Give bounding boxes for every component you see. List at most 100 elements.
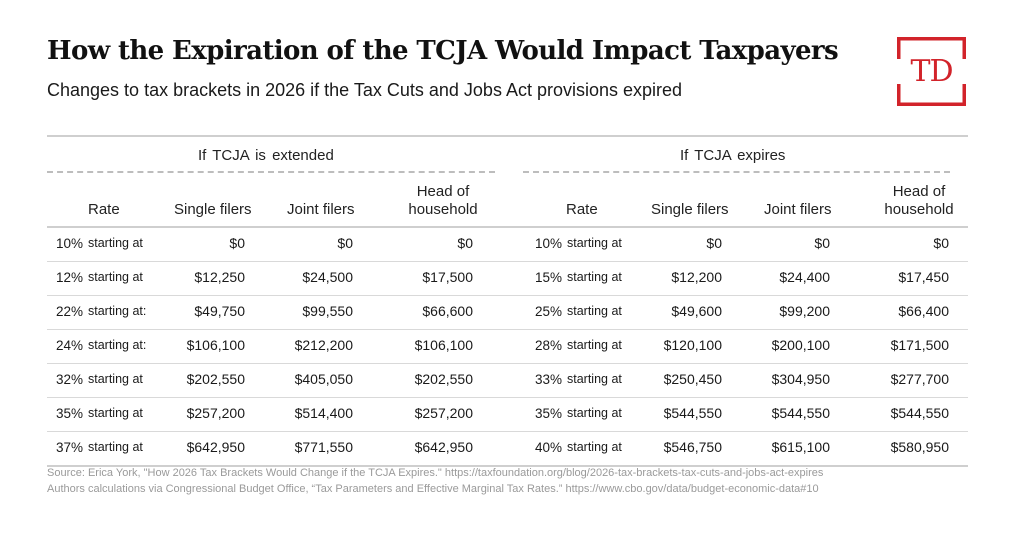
header-joint-expires: Joint filers [764, 201, 832, 218]
cell-single-expires: $250,450 [663, 371, 722, 387]
cell-single-extended: $106,100 [186, 337, 245, 353]
cell-head-expires: $0 [933, 235, 949, 251]
header-rule [47, 226, 968, 228]
logo-frame-icon [897, 37, 966, 106]
header-rate-expires: Rate [566, 201, 598, 218]
group-divider-expires [523, 171, 950, 173]
cell-head-extended: $106,100 [414, 337, 473, 353]
cell-joint-expires: $24,400 [779, 269, 830, 285]
table-top-rule [47, 135, 968, 137]
cell-rate-expires: 28% [534, 338, 562, 353]
cell-single-extended: $0 [229, 235, 245, 251]
cell-joint-extended: $0 [337, 235, 353, 251]
header-head-expires: Head of household [882, 183, 956, 219]
cell-rate-expires: 10% [534, 236, 562, 251]
cell-joint-expires: $304,950 [771, 371, 830, 387]
cell-single-expires: $546,750 [663, 439, 722, 455]
header-single-expires: Single filers [651, 201, 729, 218]
cell-joint-expires: $0 [814, 235, 830, 251]
group-label-expires: If TCJA expires [680, 147, 786, 164]
cell-rate-expires: 40% [534, 440, 562, 455]
cell-joint-extended: $405,050 [294, 371, 353, 387]
cell-head-extended: $257,200 [414, 405, 473, 421]
cell-head-expires: $17,450 [898, 269, 949, 285]
cell-single-extended: $49,750 [194, 303, 245, 319]
cell-head-expires: $171,500 [890, 337, 949, 353]
table-row: 24% starting at: $106,100 $212,200 $106,100 2… [47, 330, 968, 364]
cell-single-extended: $257,200 [186, 405, 245, 421]
header-head-line1: Head of [892, 183, 946, 200]
page-title: How the Expiration of the TCJA Would Imp… [47, 36, 839, 66]
cell-rate-extended: 37% [55, 440, 83, 455]
table-row: 22% starting at: $49,750 $99,550 $66,600 25% s… [47, 296, 968, 330]
cell-single-extended: $642,950 [186, 439, 245, 455]
cell-rate-expires: 15% [534, 270, 562, 285]
cell-starting-at-extended: starting at [88, 270, 143, 284]
cell-joint-extended: $771,550 [294, 439, 353, 455]
cell-rate-extended: 32% [55, 372, 83, 387]
cell-joint-expires: $544,550 [771, 405, 830, 421]
cell-single-expires: $49,600 [671, 303, 722, 319]
cell-starting-at-expires: starting at [567, 372, 622, 386]
cell-starting-at-extended: starting at: [88, 338, 147, 352]
group-divider-extended [47, 171, 495, 173]
header-head-line2: household [408, 201, 478, 218]
source-line-1: Source: Erica York, "How 2026 Tax Bracke… [47, 467, 824, 479]
cell-joint-expires: $99,200 [779, 303, 830, 319]
cell-head-extended: $0 [457, 235, 473, 251]
table-row: 37% starting at $642,950 $771,550 $642,950 40… [47, 432, 968, 467]
cell-starting-at-expires: starting at [567, 304, 622, 318]
cell-single-extended: $202,550 [186, 371, 245, 387]
page-subtitle: Changes to tax brackets in 2026 if the T… [47, 80, 683, 100]
cell-single-expires: $544,550 [663, 405, 722, 421]
cell-head-extended: $642,950 [414, 439, 473, 455]
cell-starting-at-extended: starting at [88, 372, 143, 386]
cell-starting-at-extended: starting at: [88, 304, 147, 318]
cell-head-extended: $17,500 [422, 269, 473, 285]
table-row: 12% starting at $12,250 $24,500 $17,500 15% st… [47, 262, 968, 296]
cell-single-expires: $0 [706, 235, 722, 251]
group-label-extended: If TCJA is extended [198, 147, 334, 164]
cell-rate-extended: 35% [55, 406, 83, 421]
cell-joint-extended: $514,400 [294, 405, 353, 421]
cell-starting-at-expires: starting at [567, 338, 622, 352]
cell-head-expires: $66,400 [898, 303, 949, 319]
cell-rate-extended: 22% [55, 304, 83, 319]
cell-rate-extended: 10% [55, 236, 83, 251]
cell-starting-at-expires: starting at [567, 440, 622, 454]
cell-joint-expires: $615,100 [771, 439, 830, 455]
cell-joint-extended: $24,500 [302, 269, 353, 285]
table-row: 10% starting at $0 $0 $0 10% starting at $0 $0 $0 [47, 228, 968, 262]
cell-single-extended: $12,250 [194, 269, 245, 285]
cell-rate-extended: 24% [55, 338, 83, 353]
cell-joint-extended: $99,550 [302, 303, 353, 319]
cell-head-extended: $66,600 [422, 303, 473, 319]
cell-rate-expires: 25% [534, 304, 562, 319]
table-row: 35% starting at $257,200 $514,400 $257,200 35… [47, 398, 968, 432]
bracket-table: 10% starting at $0 $0 $0 10% starting at $0 $0 $0… [47, 228, 968, 467]
cell-head-expires: $544,550 [890, 405, 949, 421]
cell-single-expires: $120,100 [663, 337, 722, 353]
cell-head-expires: $580,950 [890, 439, 949, 455]
header-head-line1: Head of [416, 183, 470, 200]
cell-single-expires: $12,200 [671, 269, 722, 285]
header-rate-extended: Rate [88, 201, 120, 218]
logo-text: TD [910, 54, 953, 89]
cell-starting-at-extended: starting at [88, 236, 143, 250]
table-row: 32% starting at $202,550 $405,050 $202,550 33… [47, 364, 968, 398]
cell-starting-at-extended: starting at [88, 440, 143, 454]
source-note: Source: Erica York, "How 2026 Tax Bracke… [47, 465, 965, 497]
header-single-extended: Single filers [174, 201, 252, 218]
source-line-2: Authors calculations via Congressional B… [47, 483, 819, 495]
cell-head-expires: $277,700 [890, 371, 949, 387]
header-head-extended: Head of household [406, 183, 480, 219]
cell-starting-at-expires: starting at [567, 406, 622, 420]
cell-joint-expires: $200,100 [771, 337, 830, 353]
cell-rate-extended: 12% [55, 270, 83, 285]
cell-head-extended: $202,550 [414, 371, 473, 387]
cell-starting-at-expires: starting at [567, 270, 622, 284]
cell-rate-expires: 35% [534, 406, 562, 421]
header-head-line2: household [884, 201, 954, 218]
td-logo: TD [897, 37, 966, 106]
cell-rate-expires: 33% [534, 372, 562, 387]
